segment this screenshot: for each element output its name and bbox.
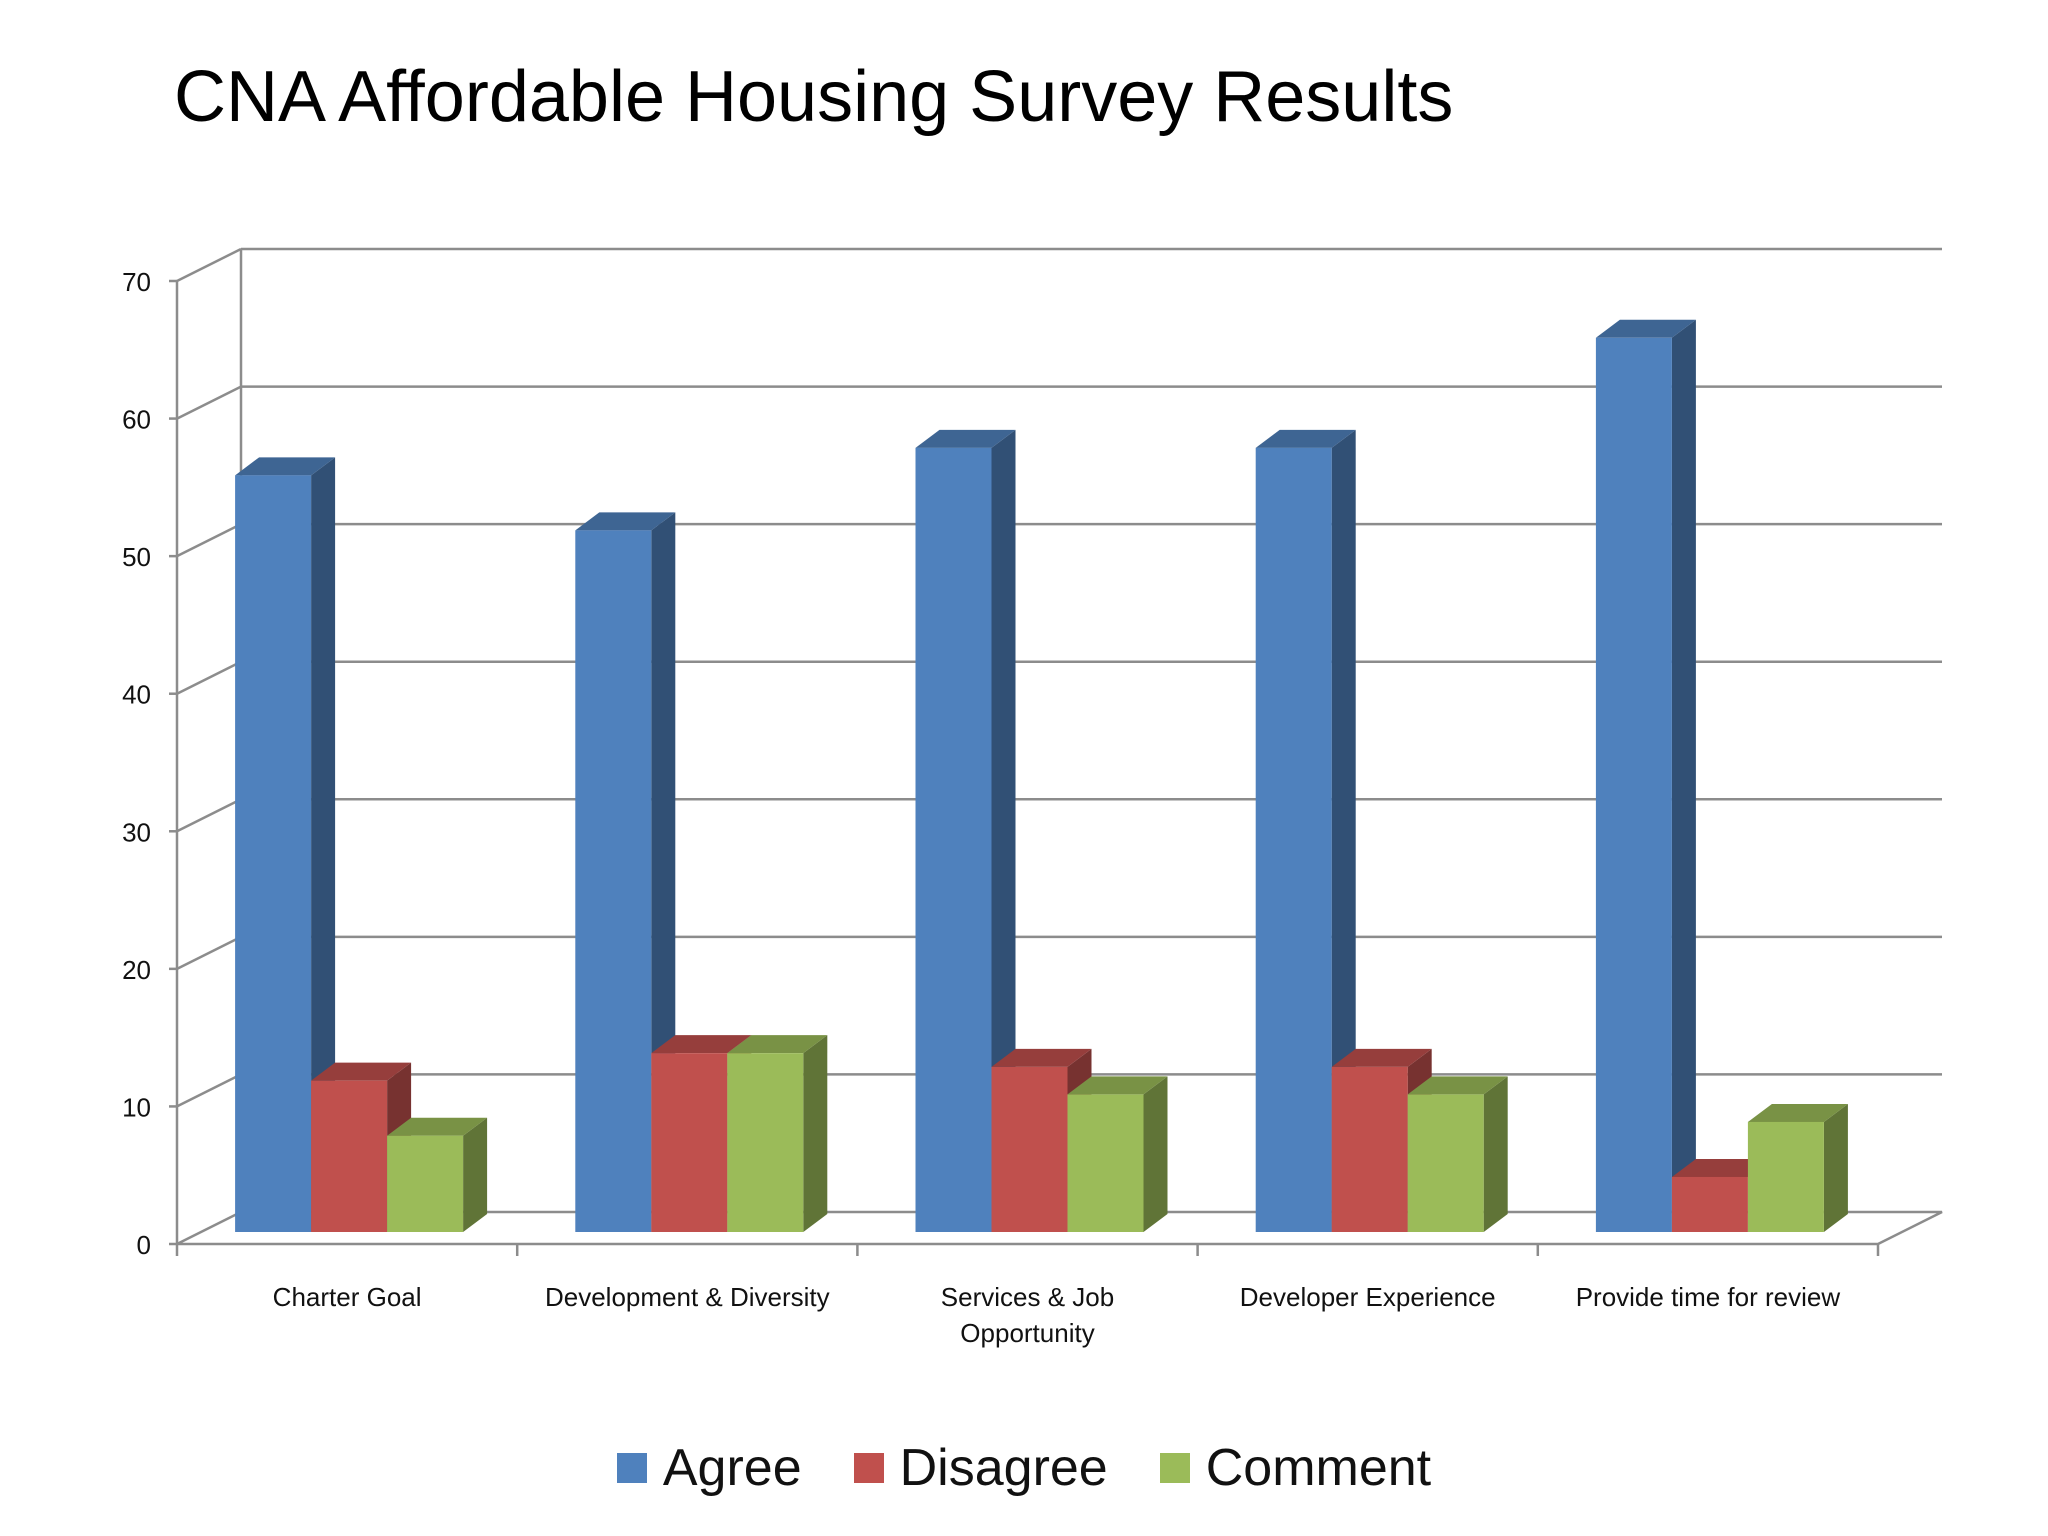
bar-front-face xyxy=(651,1053,728,1232)
bar-front-face xyxy=(915,447,992,1232)
legend-label-comment: Comment xyxy=(1205,1439,1432,1497)
bar-side-face xyxy=(1483,1076,1508,1232)
y-tick-label: 30 xyxy=(122,817,151,847)
gridline-left-20 xyxy=(176,935,242,970)
x-tick-label: Charter Goal xyxy=(273,1282,422,1312)
x-tick-label: Developer Experience xyxy=(1240,1282,1496,1312)
bar-front-face xyxy=(235,475,312,1232)
x-tick-label: Development & Diversity xyxy=(545,1282,830,1312)
y-tick-label: 0 xyxy=(137,1230,151,1260)
x-tick-labels: Charter Goal Development & Diversity Servi… xyxy=(273,1282,1841,1348)
bar-top-face xyxy=(1067,1076,1168,1095)
bar-comment xyxy=(727,1035,828,1232)
y-tick-label: 70 xyxy=(122,267,151,297)
bar-front-face xyxy=(1407,1094,1484,1232)
bar-front-face xyxy=(991,1066,1068,1232)
bar-top-face xyxy=(1255,429,1356,448)
bar-front-face xyxy=(575,530,652,1232)
bar-side-face xyxy=(1671,319,1696,1232)
bar-comment xyxy=(1407,1076,1508,1232)
legend-swatch-comment xyxy=(1159,1453,1190,1483)
bar-front-face xyxy=(1255,447,1332,1232)
legend-item-comment: Comment xyxy=(1159,1439,1432,1497)
bar-side-face xyxy=(463,1117,488,1232)
bar-top-face xyxy=(727,1035,828,1054)
bar-front-face xyxy=(1671,1176,1748,1232)
bar-top-face xyxy=(651,1035,752,1054)
legend-swatch-disagree xyxy=(853,1453,884,1483)
bar-top-face xyxy=(991,1048,1092,1067)
bar-front-face xyxy=(1595,337,1672,1232)
bar-front-face xyxy=(1067,1094,1144,1232)
bar-side-face xyxy=(311,457,336,1232)
legend-label-disagree: Disagree xyxy=(899,1439,1108,1497)
x-tick-label: Provide time for review xyxy=(1576,1282,1841,1312)
bar-agree xyxy=(1255,429,1356,1232)
y-tick-label: 10 xyxy=(122,1092,151,1122)
bar-top-face xyxy=(1671,1158,1772,1177)
bar-top-face xyxy=(1595,319,1696,338)
bar-agree xyxy=(1595,319,1696,1232)
gridline-left-70 xyxy=(176,247,242,283)
bar-front-face xyxy=(1747,1121,1824,1232)
y-tick-label: 20 xyxy=(122,955,151,985)
gridline-left-40 xyxy=(176,660,242,695)
gridline-left-30 xyxy=(176,798,242,833)
bar-top-face xyxy=(387,1117,488,1136)
y-tick-label: 60 xyxy=(122,405,151,435)
bar-top-face xyxy=(311,1062,412,1081)
bar-top-face xyxy=(1331,1048,1432,1067)
legend-swatch-agree xyxy=(616,1453,647,1483)
x-tick-label: Services & Job Opportunity xyxy=(941,1282,1114,1348)
gridline-left-60 xyxy=(176,385,242,420)
bar-side-face xyxy=(1331,429,1356,1232)
bar-side-face xyxy=(1143,1076,1168,1232)
gridline-left-10 xyxy=(176,1073,242,1108)
bar-front-face xyxy=(387,1135,464,1232)
bar-side-face xyxy=(1823,1103,1848,1232)
bar-agree xyxy=(915,429,1016,1232)
gridline-left-50 xyxy=(176,523,242,558)
bar-top-face xyxy=(575,512,676,531)
legend: Agree Disagree Comment xyxy=(0,1442,2048,1494)
legend-item-agree: Agree xyxy=(616,1439,802,1497)
y-tick-label: 40 xyxy=(122,680,151,710)
bar-side-face xyxy=(991,429,1016,1232)
bar-top-face xyxy=(1407,1076,1508,1095)
bar-comment xyxy=(387,1117,488,1232)
bar-side-face xyxy=(803,1035,828,1232)
bar-comment xyxy=(1747,1103,1848,1232)
bar-agree xyxy=(235,457,336,1232)
bar-top-face xyxy=(235,457,336,476)
bar-front-face xyxy=(727,1053,804,1232)
bar-top-face xyxy=(1747,1103,1848,1122)
bar-top-face xyxy=(915,429,1016,448)
legend-label-agree: Agree xyxy=(662,1439,802,1497)
bar-comment xyxy=(1067,1076,1168,1232)
bar-front-face xyxy=(1331,1066,1408,1232)
y-tick-labels: 0 10 20 30 40 50 60 70 xyxy=(122,267,151,1260)
chart-title: CNA Affordable Housing Survey Results xyxy=(174,57,1454,137)
bars xyxy=(235,319,1848,1232)
y-tick-label: 50 xyxy=(122,542,151,572)
bar-front-face xyxy=(311,1080,388,1232)
legend-item-disagree: Disagree xyxy=(853,1439,1108,1497)
